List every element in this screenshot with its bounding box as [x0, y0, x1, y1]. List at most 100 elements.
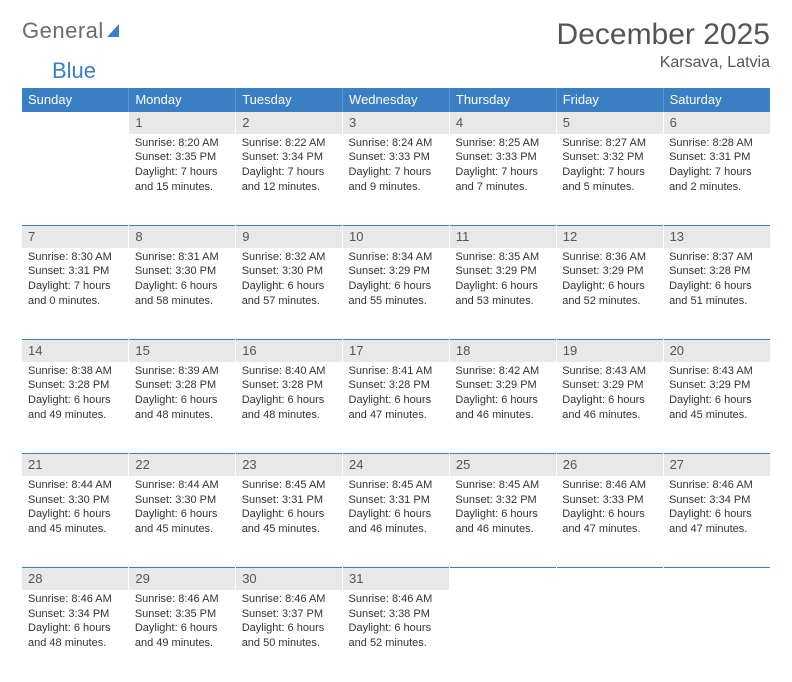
sunrise-text: Sunrise: 8:42 AM [455, 364, 550, 379]
day-cell: Sunrise: 8:45 AMSunset: 3:31 PMDaylight:… [236, 476, 343, 568]
day-cell-content: Sunrise: 8:44 AMSunset: 3:30 PMDaylight:… [22, 476, 129, 541]
sunset-text: Sunset: 3:29 PM [455, 378, 550, 393]
header-thursday: Thursday [449, 88, 556, 112]
day-cell: Sunrise: 8:46 AMSunset: 3:34 PMDaylight:… [663, 476, 770, 568]
day-cell-content: Sunrise: 8:43 AMSunset: 3:29 PMDaylight:… [663, 362, 770, 427]
day-cell: Sunrise: 8:46 AMSunset: 3:33 PMDaylight:… [556, 476, 663, 568]
sunrise-text: Sunrise: 8:24 AM [349, 136, 444, 151]
day-number: 23 [242, 457, 256, 472]
day-number: 11 [456, 229, 470, 244]
calendar-header-row: Sunday Monday Tuesday Wednesday Thursday… [22, 88, 770, 112]
sunrise-text: Sunrise: 8:45 AM [349, 478, 444, 493]
daylight-text: Daylight: 7 hours and 7 minutes. [455, 165, 550, 195]
day-number: 3 [349, 115, 356, 130]
day-cell: Sunrise: 8:32 AMSunset: 3:30 PMDaylight:… [236, 248, 343, 340]
daylight-text: Daylight: 6 hours and 49 minutes. [28, 393, 123, 423]
daylight-text: Daylight: 7 hours and 0 minutes. [28, 279, 123, 309]
sunrise-text: Sunrise: 8:25 AM [455, 136, 550, 151]
sunset-text: Sunset: 3:29 PM [455, 264, 550, 279]
day-cell: Sunrise: 8:46 AMSunset: 3:38 PMDaylight:… [343, 590, 450, 682]
sunrise-text: Sunrise: 8:43 AM [562, 364, 657, 379]
day-cell-content: Sunrise: 8:32 AMSunset: 3:30 PMDaylight:… [236, 248, 343, 313]
day-cell: Sunrise: 8:24 AMSunset: 3:33 PMDaylight:… [343, 134, 450, 226]
sunset-text: Sunset: 3:31 PM [28, 264, 123, 279]
week-content-row: Sunrise: 8:46 AMSunset: 3:34 PMDaylight:… [22, 590, 770, 682]
month-title: December 2025 [557, 18, 770, 52]
day-number-cell: 4 [449, 112, 556, 134]
sunrise-text: Sunrise: 8:35 AM [455, 250, 550, 265]
header-wednesday: Wednesday [343, 88, 450, 112]
day-number: 19 [563, 343, 577, 358]
sunset-text: Sunset: 3:29 PM [562, 378, 657, 393]
week-daynum-row: 28293031 [22, 568, 770, 590]
day-cell-content: Sunrise: 8:25 AMSunset: 3:33 PMDaylight:… [449, 134, 556, 199]
week-content-row: Sunrise: 8:38 AMSunset: 3:28 PMDaylight:… [22, 362, 770, 454]
day-cell [22, 134, 129, 226]
sunrise-text: Sunrise: 8:38 AM [28, 364, 123, 379]
logo-text-general: General [22, 18, 104, 44]
daylight-text: Daylight: 7 hours and 9 minutes. [349, 165, 444, 195]
day-cell: Sunrise: 8:34 AMSunset: 3:29 PMDaylight:… [343, 248, 450, 340]
daylight-text: Daylight: 6 hours and 46 minutes. [349, 507, 444, 537]
day-number-cell: 25 [449, 454, 556, 476]
sunrise-text: Sunrise: 8:20 AM [135, 136, 230, 151]
day-number: 18 [456, 343, 470, 358]
day-cell [556, 590, 663, 682]
week-content-row: Sunrise: 8:44 AMSunset: 3:30 PMDaylight:… [22, 476, 770, 568]
day-number: 26 [563, 457, 577, 472]
day-number: 6 [670, 115, 677, 130]
sunrise-text: Sunrise: 8:32 AM [242, 250, 337, 265]
week-daynum-row: 78910111213 [22, 226, 770, 248]
day-cell: Sunrise: 8:43 AMSunset: 3:29 PMDaylight:… [556, 362, 663, 454]
day-number-cell: 24 [343, 454, 450, 476]
day-cell: Sunrise: 8:40 AMSunset: 3:28 PMDaylight:… [236, 362, 343, 454]
day-number-cell [449, 568, 556, 590]
sunrise-text: Sunrise: 8:31 AM [135, 250, 230, 265]
week-content-row: Sunrise: 8:30 AMSunset: 3:31 PMDaylight:… [22, 248, 770, 340]
daylight-text: Daylight: 6 hours and 45 minutes. [669, 393, 764, 423]
daylight-text: Daylight: 6 hours and 53 minutes. [455, 279, 550, 309]
day-number: 16 [242, 343, 256, 358]
day-number-cell: 31 [343, 568, 450, 590]
week-daynum-row: 14151617181920 [22, 340, 770, 362]
sunrise-text: Sunrise: 8:45 AM [455, 478, 550, 493]
day-cell-content: Sunrise: 8:46 AMSunset: 3:34 PMDaylight:… [663, 476, 770, 541]
daylight-text: Daylight: 6 hours and 48 minutes. [28, 621, 123, 651]
daylight-text: Daylight: 6 hours and 55 minutes. [349, 279, 444, 309]
sunset-text: Sunset: 3:28 PM [669, 264, 764, 279]
week-daynum-row: 123456 [22, 112, 770, 134]
sunrise-text: Sunrise: 8:45 AM [242, 478, 337, 493]
header-monday: Monday [129, 88, 236, 112]
day-number-cell: 2 [236, 112, 343, 134]
sunrise-text: Sunrise: 8:30 AM [28, 250, 123, 265]
day-cell-content: Sunrise: 8:34 AMSunset: 3:29 PMDaylight:… [343, 248, 450, 313]
daylight-text: Daylight: 7 hours and 5 minutes. [562, 165, 657, 195]
day-number: 8 [135, 229, 142, 244]
day-number: 29 [135, 571, 149, 586]
day-cell-content: Sunrise: 8:31 AMSunset: 3:30 PMDaylight:… [129, 248, 236, 313]
day-cell: Sunrise: 8:44 AMSunset: 3:30 PMDaylight:… [22, 476, 129, 568]
sunset-text: Sunset: 3:32 PM [562, 150, 657, 165]
sunrise-text: Sunrise: 8:46 AM [135, 592, 230, 607]
day-cell: Sunrise: 8:36 AMSunset: 3:29 PMDaylight:… [556, 248, 663, 340]
sunrise-text: Sunrise: 8:28 AM [669, 136, 764, 151]
sunrise-text: Sunrise: 8:44 AM [28, 478, 123, 493]
day-cell: Sunrise: 8:42 AMSunset: 3:29 PMDaylight:… [449, 362, 556, 454]
day-number-cell: 9 [236, 226, 343, 248]
sunset-text: Sunset: 3:32 PM [455, 493, 550, 508]
sunrise-text: Sunrise: 8:46 AM [28, 592, 123, 607]
day-number: 22 [135, 457, 149, 472]
day-cell-content: Sunrise: 8:46 AMSunset: 3:35 PMDaylight:… [129, 590, 236, 655]
sunset-text: Sunset: 3:30 PM [135, 264, 230, 279]
sunrise-text: Sunrise: 8:40 AM [242, 364, 337, 379]
sunrise-text: Sunrise: 8:46 AM [562, 478, 657, 493]
day-number: 30 [242, 571, 256, 586]
day-number-cell: 11 [449, 226, 556, 248]
day-cell-content: Sunrise: 8:46 AMSunset: 3:34 PMDaylight:… [22, 590, 129, 655]
day-number-cell: 30 [236, 568, 343, 590]
day-number: 25 [456, 457, 470, 472]
day-cell-content: Sunrise: 8:27 AMSunset: 3:32 PMDaylight:… [556, 134, 663, 199]
day-cell: Sunrise: 8:31 AMSunset: 3:30 PMDaylight:… [129, 248, 236, 340]
day-cell: Sunrise: 8:38 AMSunset: 3:28 PMDaylight:… [22, 362, 129, 454]
day-cell: Sunrise: 8:46 AMSunset: 3:34 PMDaylight:… [22, 590, 129, 682]
